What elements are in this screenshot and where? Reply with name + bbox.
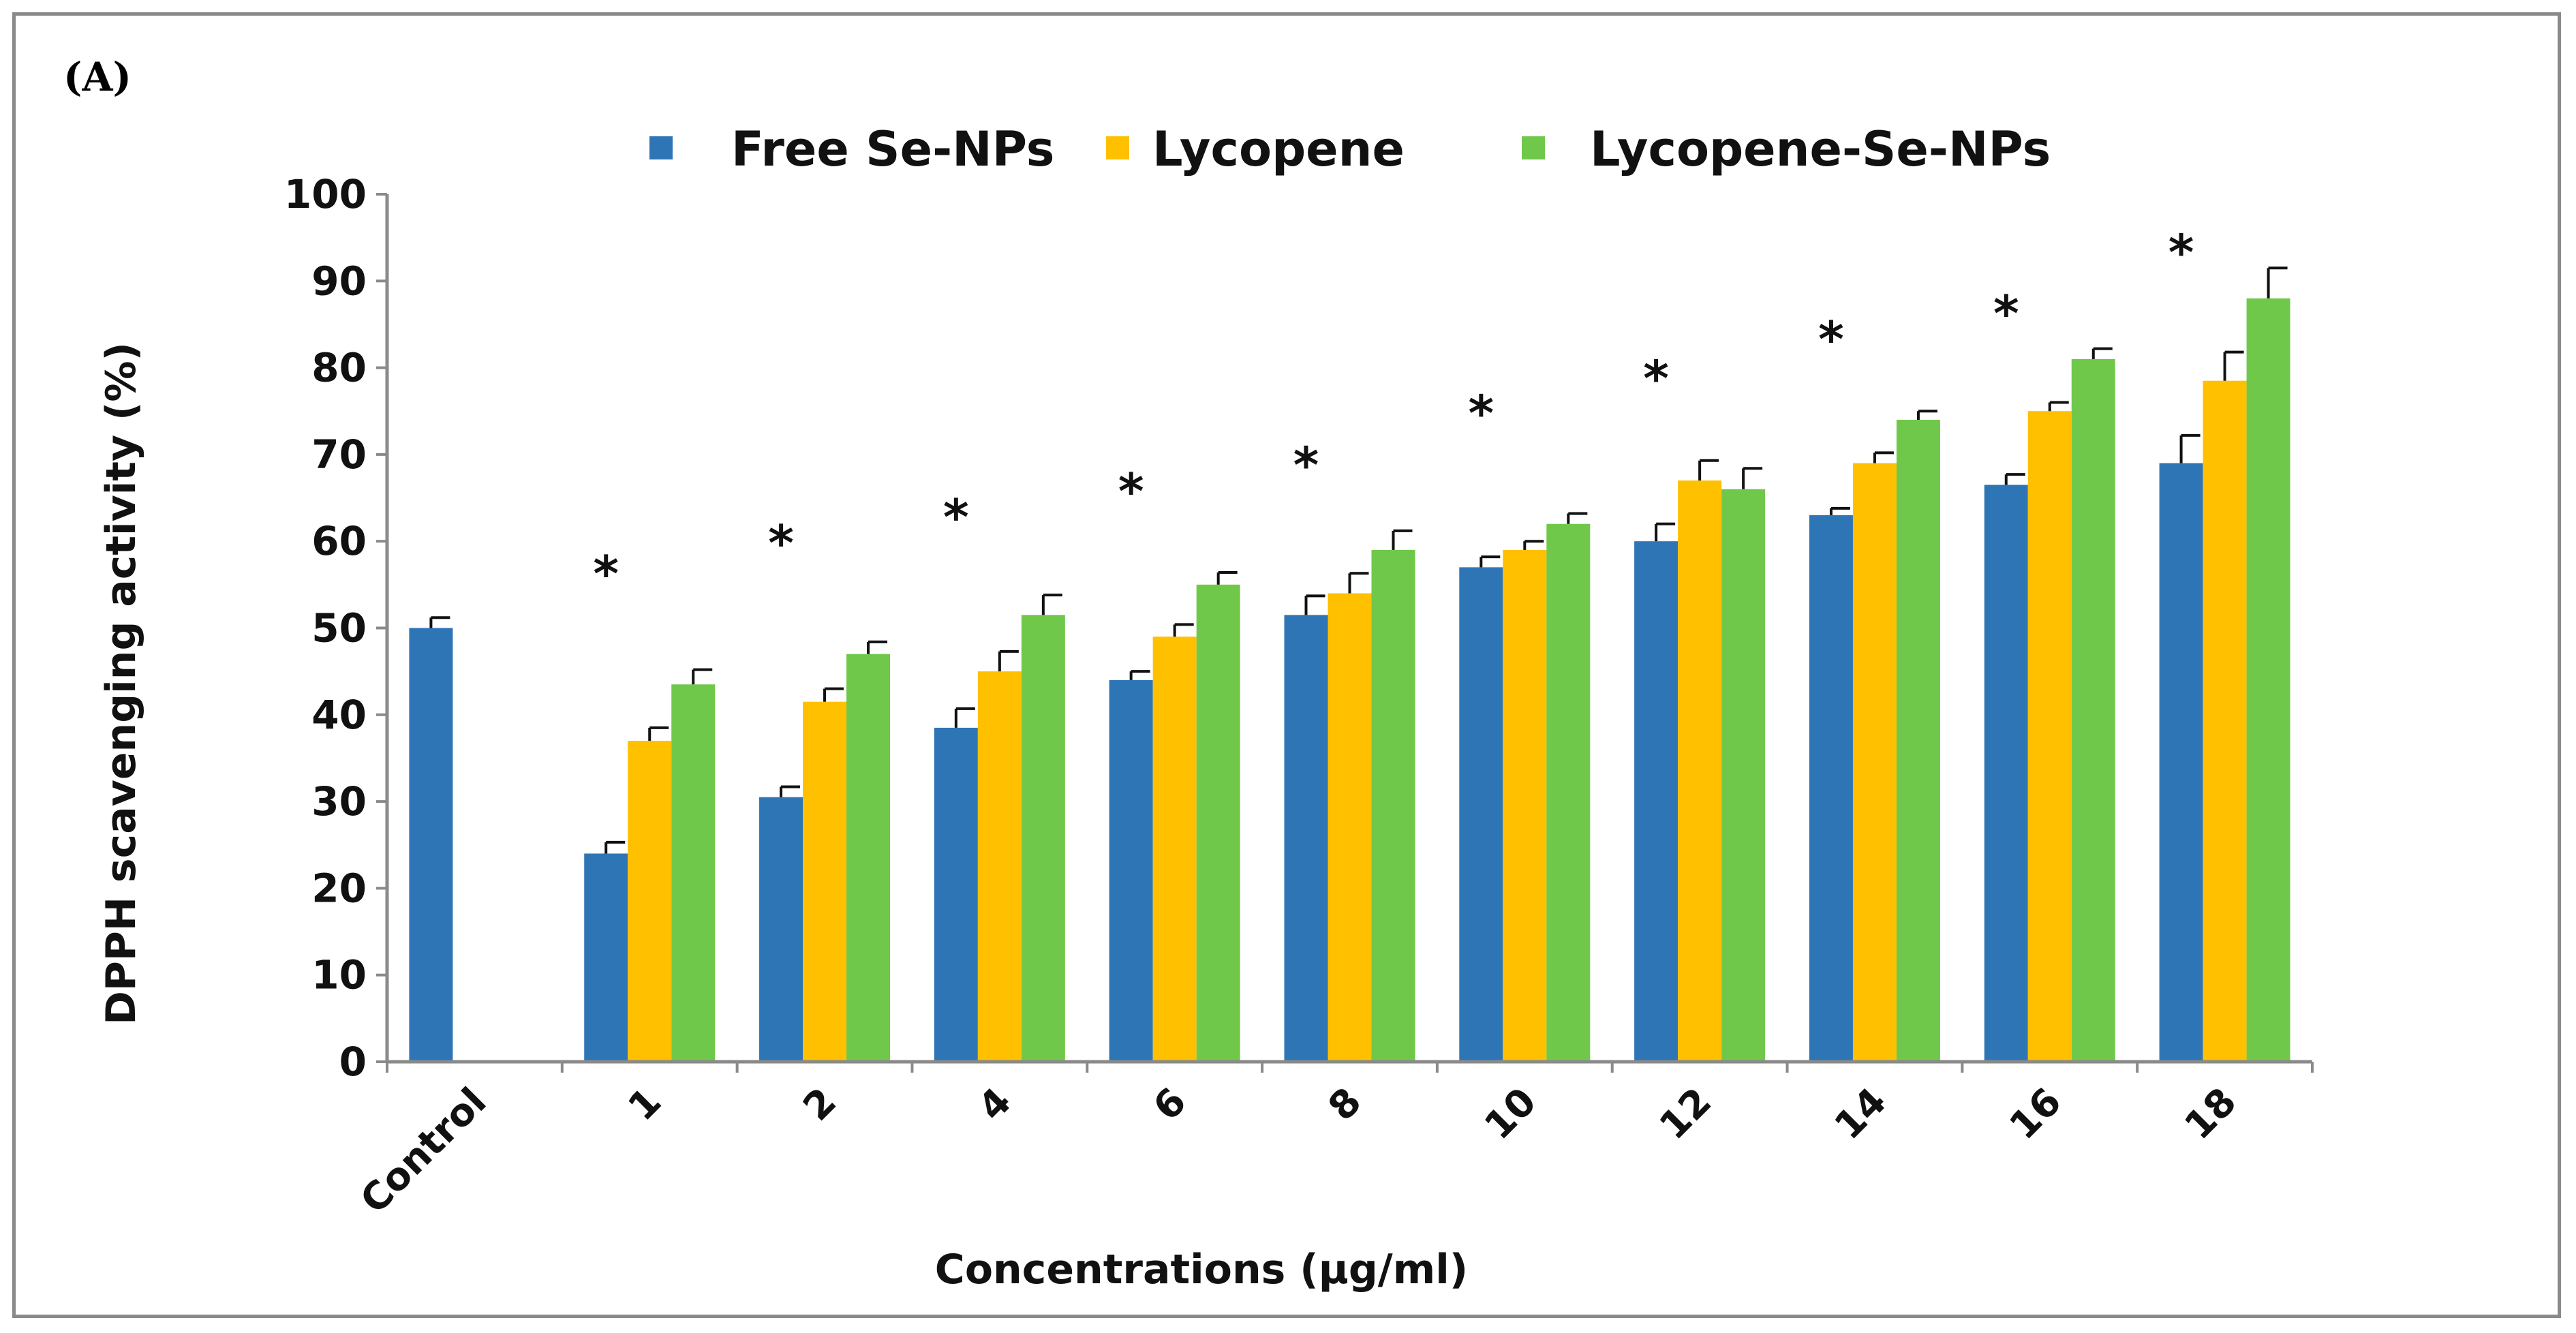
bar-lycopene-6 (1152, 637, 1197, 1062)
bar-free-se-nps-12 (1634, 541, 1678, 1062)
bar-lycopene-18 (2203, 380, 2247, 1062)
bar-lycopene-se-nps-4 (1021, 615, 1065, 1062)
bar-free-se-nps-4 (934, 727, 978, 1062)
chart: (A) Free Se-NPs Lycopene Lycopene-Se-NPs… (63, 54, 2314, 1293)
figure-frame: (A) Free Se-NPs Lycopene Lycopene-Se-NPs… (12, 12, 2561, 1318)
y-tick-label: 50 (311, 605, 367, 652)
x-tick-label-14: 14 (1826, 1079, 1895, 1148)
bar-lycopene-16 (2027, 411, 2072, 1062)
x-tick-label-16: 16 (2002, 1079, 2070, 1148)
significance-mark-16: * (1993, 285, 2019, 342)
significance-mark-6: * (1118, 463, 1144, 520)
bar-lycopene-8 (1328, 593, 1372, 1062)
y-tick-label: 90 (311, 258, 367, 304)
x-tick-label-6: 6 (1145, 1079, 1195, 1130)
bar-free-se-nps-1 (584, 853, 628, 1062)
legend-swatch-lycopene (1106, 136, 1129, 159)
x-tick-label-2: 2 (795, 1079, 845, 1130)
bar-free-se-nps-2 (759, 797, 803, 1062)
bar-lycopene-10 (1503, 549, 1547, 1062)
legend-label-lycopene-se-nps: Lycopene-Se-NPs (1590, 121, 2051, 177)
bar-lycopene-se-nps-14 (1896, 419, 1940, 1062)
x-tick-label-1: 1 (620, 1079, 671, 1130)
significance-mark-14: * (1818, 311, 1844, 368)
y-tick-label: 0 (339, 1039, 367, 1085)
y-tick-label: 30 (311, 778, 367, 825)
legend-swatch-lycopene-se-nps (1522, 136, 1545, 159)
bar-lycopene-se-nps-8 (1371, 549, 1415, 1062)
bar-lycopene-se-nps-2 (846, 654, 891, 1062)
x-axis-title: Concentrations (µg/ml) (935, 1246, 1468, 1293)
significance-mark-4: * (943, 489, 969, 546)
x-tick-label-12: 12 (1651, 1079, 1720, 1148)
y-tick-label: 20 (311, 865, 367, 911)
bar-lycopene-se-nps-1 (671, 684, 716, 1062)
bars (409, 298, 2290, 1062)
significance-mark-12: * (1643, 350, 1669, 407)
significance-mark-18: * (2168, 224, 2194, 281)
significance-mark-8: * (1293, 437, 1319, 494)
bar-free-se-nps-18 (2159, 463, 2203, 1062)
bar-lycopene-se-nps-16 (2071, 358, 2115, 1062)
significance-mark-1: * (593, 545, 619, 602)
y-tick-label: 60 (311, 518, 367, 564)
y-axis-title: DPPH scavenging activity (%) (97, 342, 145, 1025)
axes (385, 194, 2312, 1064)
y-tick-label: 40 (311, 692, 367, 738)
y-tick-label: 100 (284, 171, 367, 217)
y-tick-label: 80 (311, 345, 367, 391)
bar-lycopene-se-nps-12 (1721, 489, 1766, 1062)
legend: Free Se-NPs Lycopene Lycopene-Se-NPs (649, 121, 2051, 177)
bar-lycopene-se-nps-6 (1196, 584, 1240, 1062)
x-axis-ticks: Control 1 2 4 6 8 10 12 14 16 18 (352, 1062, 2314, 1223)
significance-marks: * * * * * * * * * * (593, 224, 2194, 602)
bar-lycopene-1 (628, 740, 672, 1062)
legend-label-free-se-nps: Free Se-NPs (731, 121, 1054, 177)
x-tick-label-18: 18 (2176, 1079, 2245, 1148)
bar-free-se-nps-8 (1284, 615, 1328, 1062)
bar-free-se-nps-6 (1109, 679, 1153, 1062)
bar-free-se-nps-control (409, 628, 453, 1062)
bar-lycopene-12 (1678, 480, 1722, 1062)
legend-label-lycopene: Lycopene (1152, 121, 1405, 177)
bar-lycopene-se-nps-18 (2246, 298, 2290, 1062)
bar-free-se-nps-14 (1809, 515, 1853, 1062)
significance-mark-2: * (768, 515, 794, 572)
significance-mark-10: * (1468, 384, 1494, 442)
bar-free-se-nps-10 (1459, 567, 1503, 1062)
panel-label: (A) (63, 54, 132, 100)
y-tick-label: 10 (311, 952, 367, 998)
y-axis-ticks: 0 10 20 30 40 50 60 70 80 90 100 (284, 171, 387, 1085)
x-tick-label-control: Control (352, 1079, 495, 1223)
bar-lycopene-2 (803, 701, 847, 1062)
y-tick-label: 70 (311, 431, 367, 478)
bar-lycopene-14 (1852, 463, 1897, 1062)
bar-lycopene-4 (977, 671, 1022, 1062)
bar-lycopene-se-nps-10 (1546, 523, 1591, 1062)
x-tick-label-4: 4 (970, 1079, 1020, 1130)
bar-free-se-nps-16 (1984, 485, 2028, 1062)
x-tick-label-8: 8 (1320, 1079, 1370, 1130)
error-bars (429, 266, 2288, 854)
legend-swatch-free-se-nps (649, 136, 673, 159)
x-tick-label-10: 10 (1476, 1079, 1545, 1148)
